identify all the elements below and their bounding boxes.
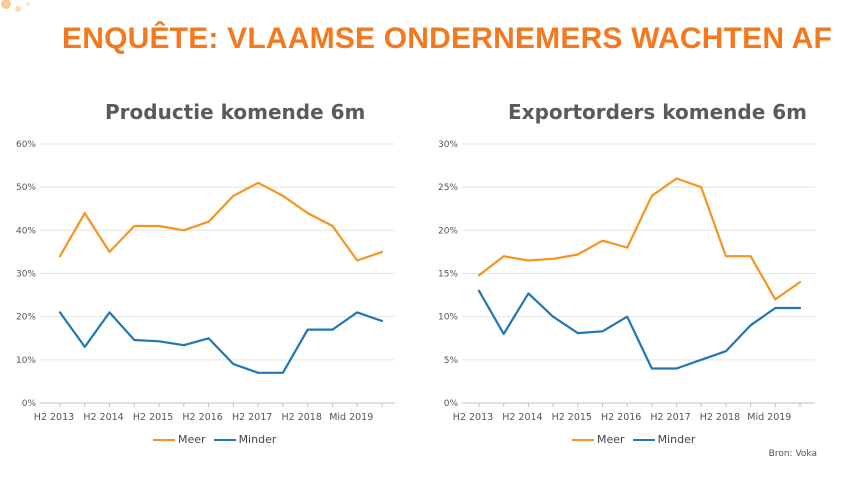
chart-exportorders: 0% 5% 10% 15% 20% 25% 30% H2 2013 H2 2014 H2 2015… (438, 140, 815, 423)
x-tick-label: H2 2013 (34, 412, 74, 423)
y-tick-label: 0% (22, 399, 37, 409)
x-tick-label: H2 2018 (700, 412, 740, 423)
x-tick-label: H2 2013 (453, 412, 493, 423)
y-tick-label: 5% (444, 356, 459, 366)
x-tick-label: H2 2014 (502, 412, 542, 423)
y-tick-label: 40% (16, 226, 36, 236)
series-line-meer (58, 181, 384, 262)
x-tick-label: H2 2014 (83, 412, 123, 423)
chart-title-productie: Productie komende 6m (105, 100, 366, 124)
x-tick-label: H2 2015 (552, 412, 592, 423)
legend-swatch-minder (632, 438, 655, 441)
x-tick-label: H2 2017 (650, 412, 690, 423)
legend-swatch-meer (153, 438, 175, 441)
source-note: Bron: Voka (768, 449, 817, 459)
y-tick-label: 10% (16, 356, 36, 366)
chart-title-exportorders: Exportorders komende 6m (508, 100, 808, 124)
legend-label-meer: Meer (178, 433, 206, 446)
x-tick-label: H2 2017 (232, 412, 272, 423)
y-tick-label: 60% (16, 140, 36, 150)
y-tick-label: 15% (438, 270, 458, 280)
legend-label-minder: Minder (238, 433, 277, 446)
series-line-minder (477, 289, 802, 370)
x-tick-label: H2 2015 (133, 412, 173, 423)
page-title: ENQUÊTE: VLAAMSE ONDERNEMERS WACHTEN AF (62, 22, 833, 55)
legend-swatch-meer (572, 438, 594, 441)
legend-item-minder: Minder (213, 433, 277, 446)
x-tick-label: H2 2018 (281, 412, 321, 423)
x-tick-label: H2 2016 (182, 412, 222, 423)
legend-swatch-minder (213, 438, 236, 441)
y-tick-label: 30% (16, 270, 36, 280)
legend-label-minder: Minder (657, 433, 696, 446)
x-tick-label: Mid 2019 (329, 412, 373, 423)
legend-item-meer: Meer (572, 433, 625, 446)
y-tick-label: 30% (438, 140, 458, 150)
y-tick-label: 0% (444, 399, 459, 409)
y-tick-label: 50% (16, 183, 36, 193)
y-tick-label: 10% (438, 313, 458, 323)
legend-exportorders: Meer Minder (572, 433, 695, 446)
y-tick-label: 25% (438, 183, 458, 193)
series-line-meer (477, 177, 802, 301)
x-tick-label: H2 2016 (601, 412, 641, 423)
series-line-minder (58, 311, 384, 374)
legend-label-meer: Meer (597, 433, 625, 446)
y-tick-label: 20% (438, 226, 458, 236)
legend-item-meer: Meer (153, 433, 206, 446)
legend-productie: Meer Minder (153, 433, 276, 446)
legend-item-minder: Minder (632, 433, 696, 446)
chart-productie: 0% 10% 20% 30% 40% 50% 60% H2 2013 H2 2014 H2 201… (16, 140, 395, 423)
y-tick-label: 20% (16, 313, 36, 323)
logo-dots (1, 0, 30, 12)
x-tick-label: Mid 2019 (747, 412, 791, 423)
